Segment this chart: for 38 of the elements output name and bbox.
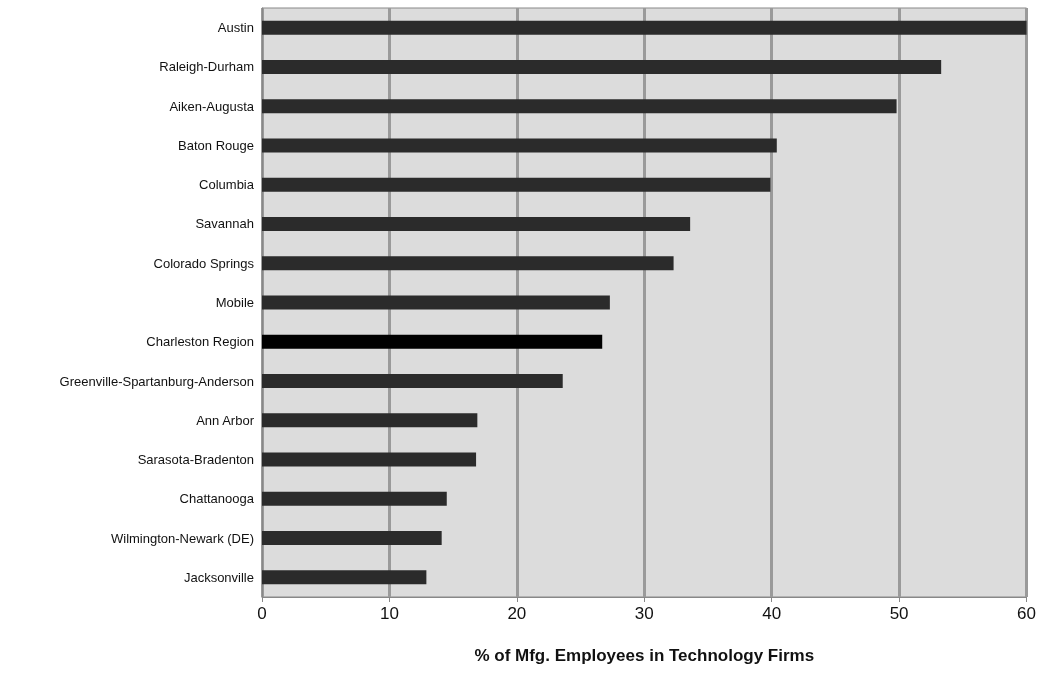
bar [262, 374, 563, 389]
y-tick-label: Baton Rouge [178, 137, 254, 153]
x-tick-label: 10 [379, 604, 399, 623]
bar [262, 20, 1027, 35]
y-tick-label: Ann Arbor [196, 412, 255, 428]
x-tick-label: 40 [762, 604, 782, 623]
x-tick-label: 60 [1017, 604, 1037, 623]
y-tick-label: Chattanooga [179, 491, 255, 507]
bar [262, 452, 477, 467]
x-tick-label: 50 [889, 604, 909, 623]
bar [262, 177, 771, 192]
bar [262, 491, 447, 506]
y-tick-label: Jacksonville [183, 569, 254, 585]
bar [262, 216, 691, 231]
y-tick-label: Savannah [195, 216, 254, 232]
bar [262, 334, 603, 349]
y-tick-label: Aiken-Augusta [169, 98, 255, 114]
bar [262, 413, 478, 428]
bar [262, 570, 427, 585]
y-tick-label: Columbia [199, 177, 255, 193]
bar [262, 531, 442, 546]
x-tick-label: 0 [257, 604, 267, 623]
y-tick-label: Sarasota-Bradenton [137, 452, 254, 468]
bar [262, 99, 897, 114]
x-axis-title: % of Mfg. Employees in Technology Firms [474, 646, 815, 665]
y-tick-label: Mobile [215, 295, 254, 310]
bar [262, 256, 674, 271]
y-tick-label: Colorado Springs [153, 255, 255, 271]
y-tick-label: Greenville-Spartanburg-Anderson [59, 373, 254, 389]
bar [262, 59, 942, 74]
x-tick-label: 30 [634, 604, 654, 623]
y-tick-label: Wilmington-Newark (DE) [110, 530, 254, 546]
y-tick-label: Austin [217, 20, 254, 36]
bar [262, 295, 610, 310]
bar [262, 138, 777, 153]
x-tick-label: 20 [507, 604, 527, 623]
y-tick-label: Raleigh-Durham [159, 59, 254, 75]
y-tick-label: Charleston Region [146, 334, 254, 350]
